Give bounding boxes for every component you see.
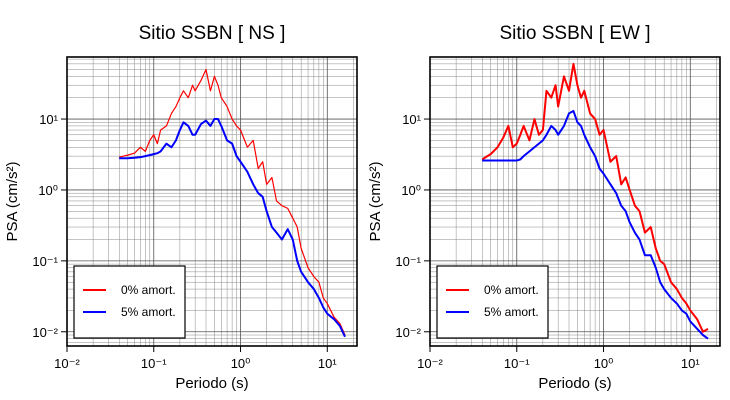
- y-tick-label: 10⁻²: [395, 325, 421, 340]
- x-axis-label: Periodo (s): [175, 375, 248, 392]
- y-axis-label: PSA (cm/s²): [367, 161, 384, 241]
- y-tick-label: 10⁻¹: [32, 254, 58, 269]
- x-tick-label: 10⁻²: [417, 356, 443, 371]
- series-line: [482, 109, 709, 340]
- legend-box: [436, 265, 549, 339]
- series-line: [481, 62, 709, 333]
- x-tick-label: 10⁻¹: [504, 356, 530, 371]
- x-tick-label: 10¹: [318, 356, 337, 371]
- y-tick-label: 10⁻¹: [395, 254, 421, 269]
- panel: 10⁻² 10⁻¹ 10⁰ 10¹ 10⁻² 10⁻¹ 10⁰ 10¹ Sitio SSBN […: [367, 23, 721, 392]
- x-axis-label: Periodo (s): [538, 375, 611, 392]
- series-line: [119, 68, 346, 336]
- plot-frame: [66, 56, 358, 347]
- legend-label: 5% amort.: [484, 305, 539, 319]
- x-tick-label: 10⁻¹: [141, 356, 167, 371]
- x-tick-label: 10⁰: [594, 356, 614, 371]
- chart-title: Sitio SSBN [ EW ]: [500, 23, 651, 44]
- y-tick-label: 10¹: [402, 112, 421, 127]
- legend-box: [73, 265, 186, 339]
- y-tick-label: 10⁰: [401, 183, 421, 198]
- plot-frame: [429, 56, 721, 347]
- y-axis-label: PSA (cm/s²): [4, 161, 21, 241]
- x-tick-label: 10⁰: [231, 356, 251, 371]
- series-line: [119, 118, 346, 338]
- x-tick-label: 10⁻²: [54, 356, 80, 371]
- legend-label: 0% amort.: [484, 283, 539, 297]
- panel: 10⁻² 10⁻¹ 10⁰ 10¹ 10⁻² 10⁻¹ 10⁰ 10¹ Sitio SSBN […: [4, 23, 358, 392]
- y-tick-label: 10⁻²: [32, 325, 58, 340]
- legend-label: 0% amort.: [121, 283, 176, 297]
- y-tick-label: 10¹: [39, 112, 58, 127]
- legend-label: 5% amort.: [121, 305, 176, 319]
- chart-title: Sitio SSBN [ NS ]: [139, 23, 286, 44]
- x-tick-label: 10¹: [681, 356, 700, 371]
- legend: 0% amort. 5% amort.: [73, 265, 186, 339]
- legend: 0% amort. 5% amort.: [436, 265, 549, 339]
- y-tick-label: 10⁰: [38, 183, 58, 198]
